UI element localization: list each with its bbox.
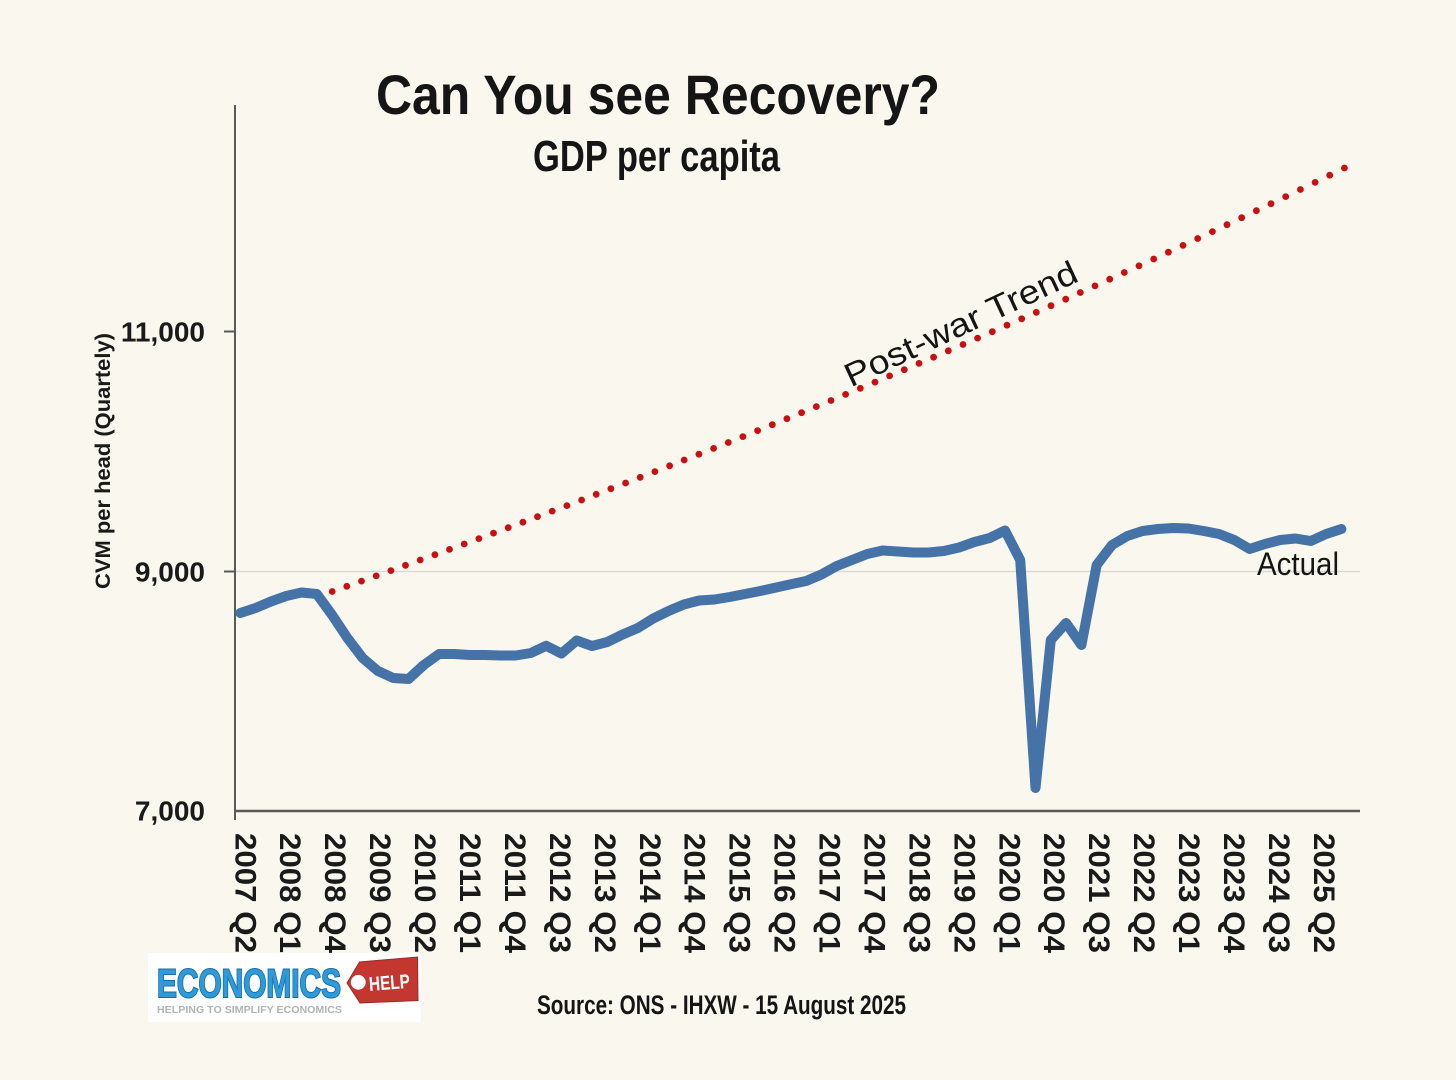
svg-text:2009 Q3: 2009 Q3 [363, 833, 396, 953]
svg-text:2014 Q1: 2014 Q1 [633, 833, 666, 953]
svg-text:2011 Q1: 2011 Q1 [453, 833, 486, 953]
svg-text:Can You see Recovery?: Can You see Recovery? [376, 63, 940, 126]
svg-text:2024 Q3: 2024 Q3 [1262, 833, 1295, 953]
svg-text:2013 Q2: 2013 Q2 [588, 833, 621, 953]
svg-text:2011 Q4: 2011 Q4 [498, 833, 531, 953]
svg-text:2017 Q4: 2017 Q4 [858, 833, 891, 953]
svg-text:2012 Q3: 2012 Q3 [543, 833, 576, 953]
svg-text:2016 Q2: 2016 Q2 [768, 833, 801, 953]
svg-text:2015 Q3: 2015 Q3 [723, 833, 756, 953]
svg-text:ECONOMICS: ECONOMICS [157, 962, 341, 1006]
svg-text:2021 Q3: 2021 Q3 [1082, 833, 1115, 953]
svg-text:2010 Q2: 2010 Q2 [408, 833, 441, 953]
svg-text:HELP: HELP [368, 971, 411, 996]
svg-text:GDP per capita: GDP per capita [533, 132, 780, 181]
svg-text:2022 Q2: 2022 Q2 [1127, 833, 1160, 953]
svg-text:Source: ONS - IHXW - 15 August: Source: ONS - IHXW - 15 August 2025 [537, 990, 906, 1020]
svg-text:7,000: 7,000 [135, 796, 205, 827]
svg-text:2023 Q1: 2023 Q1 [1172, 833, 1205, 953]
svg-text:HELPING TO SIMPLIFY ECONOMICS: HELPING TO SIMPLIFY ECONOMICS [157, 1004, 342, 1016]
svg-text:2008 Q1: 2008 Q1 [273, 833, 306, 953]
svg-text:11,000: 11,000 [121, 317, 205, 348]
svg-text:2020 Q1: 2020 Q1 [992, 833, 1025, 953]
svg-text:CVM per head (Quartely): CVM per head (Quartely) [92, 333, 115, 589]
svg-text:2023 Q4: 2023 Q4 [1217, 833, 1250, 953]
svg-text:2008 Q4: 2008 Q4 [318, 833, 351, 953]
svg-text:9,000: 9,000 [135, 557, 205, 588]
svg-text:2014 Q4: 2014 Q4 [678, 833, 711, 953]
svg-text:2025 Q2: 2025 Q2 [1307, 833, 1340, 953]
svg-text:Actual: Actual [1257, 546, 1339, 582]
svg-text:2017 Q1: 2017 Q1 [813, 833, 846, 953]
svg-text:2020 Q4: 2020 Q4 [1037, 833, 1070, 953]
svg-text:2018 Q3: 2018 Q3 [902, 833, 935, 953]
svg-text:2019 Q2: 2019 Q2 [947, 833, 980, 953]
svg-text:2007 Q2: 2007 Q2 [228, 833, 261, 953]
